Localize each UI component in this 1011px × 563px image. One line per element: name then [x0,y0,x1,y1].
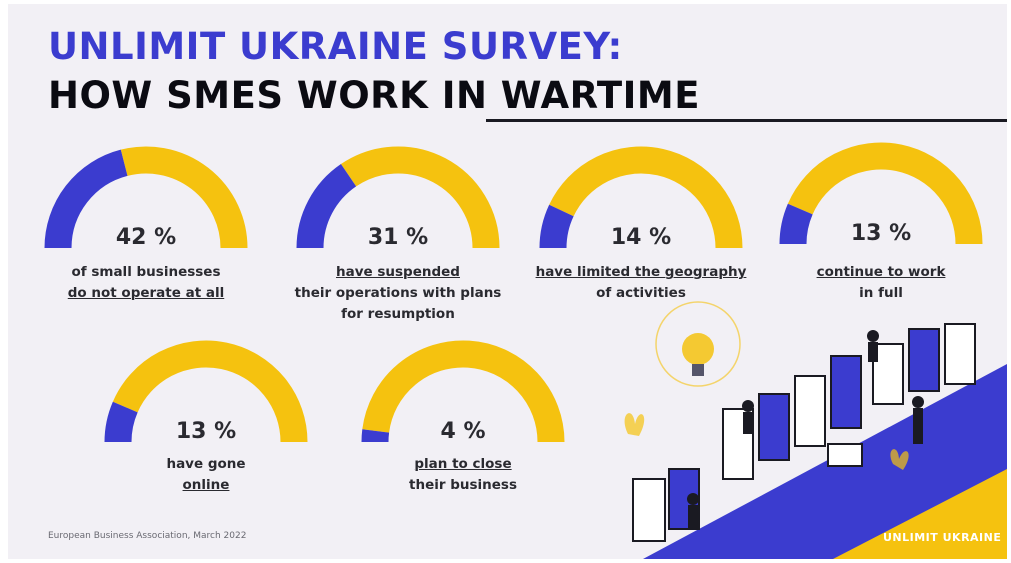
gauge-value-arc [539,204,574,249]
plant-left-icon [624,413,645,436]
gauge-caption: continue to work in full [761,262,1001,304]
gauge-remainder-arc [120,146,248,249]
gauge-remainder-arc [340,146,500,249]
lightbulb-icon [682,333,714,365]
title-underline-rule [486,119,1007,122]
gauge-value-arc [361,429,390,443]
gauge-value-label: 13 % [176,419,236,444]
gauge-value-arc [104,401,138,443]
gauge-remainder-arc [112,340,308,443]
gauge-caption-line: online [182,477,230,493]
gauge-value-arc [44,149,128,249]
source-note: European Business Association, March 202… [48,531,247,541]
business-word-blocks [632,323,976,542]
gauge-remainder-arc [549,146,743,249]
gauge-caption-line: plan to close [414,456,512,472]
plant-right-icon [890,449,909,470]
gauge-caption-line: have limited the geography [535,264,747,280]
gauge-caption-line: of activities [596,285,686,301]
gauge-value-label: 31 % [368,225,428,250]
gauge-caption: have suspended their operations with plan… [278,262,518,325]
gauge-caption-line: their business [409,477,517,493]
gauge-caption-line: have gone [166,456,246,472]
title-line-1: UNLIMIT UKRAINE SURVEY: [48,25,623,68]
lightbulb-base [692,364,704,376]
gauge-caption-line: of small businesses [71,264,221,280]
gauge-caption-line: their operations with plans [294,285,502,301]
gauge-value-arc [296,164,357,249]
gauge-caption: plan to close their business [343,454,583,496]
gauge-value-label: 42 % [116,225,176,250]
gauge-value-label: 13 % [851,221,911,246]
gauge-remainder-arc [787,142,983,245]
gauge-caption: have gone online [86,454,326,496]
brand-logo: UNLIMIT UKRAINE [883,531,1002,544]
gauge-caption-line: for resumption [341,306,455,322]
gauge-value-label: 14 % [611,225,671,250]
laptop-icon [827,443,863,467]
gauge-caption: have limited the geography of activities [521,262,761,304]
lightbulb-halo [655,301,741,387]
gauge-caption: of small businesses do not operate at all [26,262,266,304]
gauge-caption-line: have suspended [336,264,460,280]
person-figures [687,330,924,529]
gauge-value-arc [779,203,813,245]
title-line-2: HOW SMES WORK IN WARTIME [48,74,701,117]
gauge-caption-line: in full [859,285,903,301]
business-illustration [624,301,1007,559]
gauge-value-label: 4 % [440,419,485,444]
gauge-caption-line: continue to work [816,264,946,280]
gauge-remainder-arc [362,340,565,443]
illustration-yellow-floor [833,469,1007,559]
infographic-canvas: UNLIMIT UKRAINE SURVEY: HOW SMES WORK IN… [8,4,1007,559]
gauge-caption-line: do not operate at all [67,285,225,301]
gauge-charts: 42 % 31 % 14 % 13 % 13 % 4 % [44,142,983,444]
